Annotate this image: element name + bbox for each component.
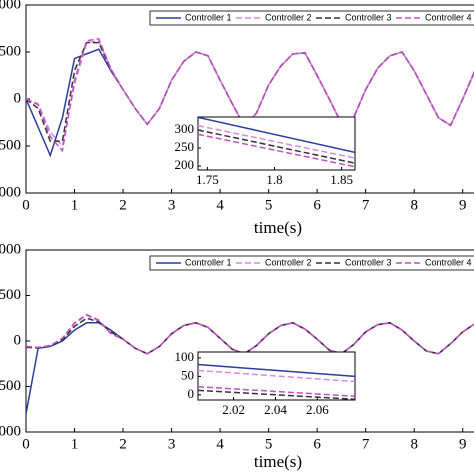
x-tick-label: 0 [22, 197, 30, 213]
x-tick-label: 2.04 [264, 402, 287, 417]
x-tick-label: 3 [168, 436, 176, 452]
x-tick-label: 7 [362, 436, 370, 452]
series-line [26, 38, 474, 153]
series-line [198, 369, 355, 383]
x-tick-label: 2 [119, 436, 127, 452]
x-tick-label: 3 [168, 197, 176, 213]
x-tick-label: 5 [265, 197, 273, 213]
legend-label: Controller 2 [265, 12, 312, 22]
x-tick-label: 8 [410, 197, 418, 213]
x-tick-label: 7 [362, 197, 370, 213]
x-axis-label: time(s) [254, 452, 302, 471]
x-tick-label: 1 [71, 197, 79, 213]
x-tick-label: 4 [216, 197, 224, 213]
x-tick-label: 5 [265, 436, 273, 452]
y-tick-label: -1000 [0, 423, 21, 439]
y-tick-label: 1000 [0, 0, 21, 12]
legend-label: Controller 4 [425, 257, 472, 267]
series-line [198, 117, 355, 154]
series-line [198, 389, 355, 400]
x-tick-label: 4 [216, 436, 224, 452]
x-tick-label: 2.06 [306, 402, 329, 417]
legend-label: Controller 4 [425, 12, 472, 22]
series-line [198, 385, 355, 398]
y-tick-label: 0 [14, 332, 22, 348]
x-tick-label: 2 [119, 197, 127, 213]
y-tick-label: 0 [188, 386, 195, 401]
x-tick-label: 1.85 [330, 172, 353, 187]
legend-box [149, 10, 474, 26]
plot-area [197, 351, 356, 401]
legend-label: Controller 3 [345, 257, 392, 267]
y-tick-label: 250 [175, 139, 195, 154]
legend-box [149, 255, 474, 271]
y-tick-label: -500 [0, 378, 21, 394]
y-tick-label: 1000 [0, 241, 21, 257]
x-tick-label: 9 [459, 436, 467, 452]
y-tick-label: -1000 [0, 184, 21, 200]
x-tick-label: 2.02 [222, 402, 245, 417]
x-tick-label: 1 [71, 436, 79, 452]
y-tick-label: 500 [0, 287, 21, 303]
x-tick-label: 6 [313, 436, 321, 452]
y-tick-label: 0 [14, 90, 22, 106]
series-line [26, 313, 474, 355]
y-tick-label: 50 [181, 367, 194, 382]
x-tick-label: 1.8 [266, 172, 282, 187]
legend-label: Controller 1 [185, 257, 232, 267]
legend-label: Controller 2 [265, 257, 312, 267]
plot-area [25, 249, 474, 433]
plot-area [197, 116, 356, 171]
x-tick-label: 6 [313, 197, 321, 213]
x-tick-label: 1.75 [196, 172, 219, 187]
x-axis-label: time(s) [254, 218, 302, 237]
x-tick-label: 0 [22, 436, 30, 452]
series-line [198, 363, 355, 378]
y-tick-label: 200 [175, 157, 195, 172]
legend-label: Controller 1 [185, 12, 232, 22]
y-tick-label: 100 [175, 349, 195, 364]
y-tick-label: 300 [175, 121, 195, 136]
y-tick-label: -500 [0, 137, 21, 153]
x-tick-label: 9 [459, 197, 467, 213]
x-tick-label: 8 [410, 436, 418, 452]
legend-label: Controller 3 [345, 12, 392, 22]
y-tick-label: 500 [0, 43, 21, 59]
